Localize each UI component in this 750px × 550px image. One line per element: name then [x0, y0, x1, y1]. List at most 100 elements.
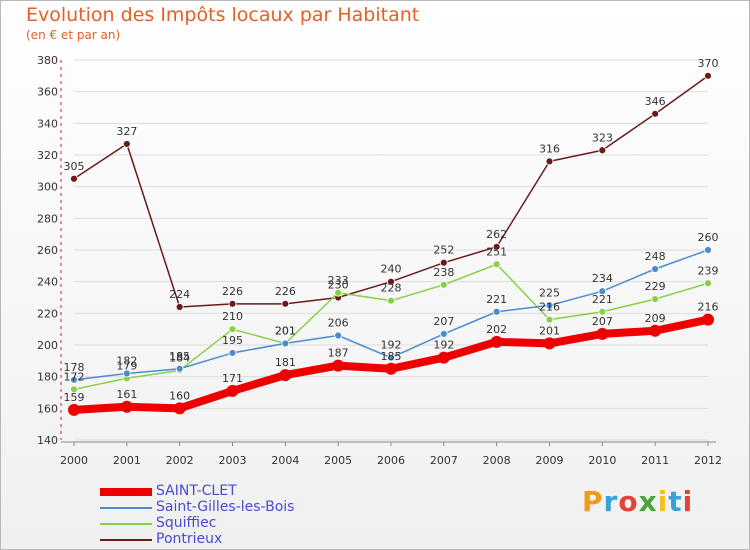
value-label-saint-clet: 187 [328, 347, 349, 360]
value-label-saint-clet: 160 [169, 389, 190, 402]
value-label-pontrieux: 230 [328, 279, 349, 292]
data-point-saint-clet [332, 359, 345, 372]
data-point-pontrieux [704, 71, 712, 80]
value-label-saint-gilles-les-bois: 182 [116, 355, 137, 368]
data-point-pontrieux [545, 157, 554, 166]
legend-swatch [100, 488, 152, 496]
x-tick-label: 2001 [113, 454, 141, 467]
value-label-saint-clet: 209 [645, 312, 666, 325]
y-tick-label: 320 [37, 149, 58, 162]
data-point-pontrieux [439, 258, 448, 267]
data-point-saint-gilles-les-bois [545, 301, 554, 310]
data-point-saint-gilles-les-bois [492, 307, 501, 316]
y-tick-label: 180 [37, 371, 58, 384]
data-point-squiffiec [651, 295, 660, 303]
y-tick-label: 340 [37, 117, 58, 130]
y-tick-label: 280 [37, 212, 58, 225]
value-label-squiffiec: 210 [222, 310, 243, 323]
data-point-saint-clet [596, 327, 609, 340]
label-layer: 305 327 224 226 226 230 240 252 262 316 323 346 370 1… [64, 57, 719, 404]
legend-label: Squiffiec [156, 515, 217, 531]
data-point-saint-gilles-les-bois [704, 246, 712, 254]
data-point-pontrieux [492, 242, 501, 251]
value-label-squiffiec: 201 [275, 324, 296, 337]
x-tick-label: 2002 [166, 454, 194, 467]
data-point-saint-gilles-les-bois [228, 349, 237, 357]
value-label-pontrieux: 226 [275, 285, 296, 298]
legend-label: Pontrieux [156, 531, 223, 547]
legend-swatch [100, 507, 152, 509]
data-point-saint-gilles-les-bois [334, 331, 343, 340]
data-point-saint-clet [437, 351, 450, 364]
data-point-saint-clet [173, 402, 186, 415]
y-tick-label: 240 [37, 276, 58, 289]
data-point-squiffiec [439, 280, 448, 289]
x-tick-label: 2010 [588, 454, 616, 467]
data-point-squiffiec [545, 315, 554, 324]
value-label-squiffiec: 221 [592, 293, 613, 306]
y-tick-label: 380 [37, 54, 58, 67]
value-label-pontrieux: 370 [698, 57, 719, 70]
data-point-squiffiec [704, 279, 712, 288]
logo-letter: x [638, 485, 658, 518]
value-label-pontrieux: 240 [381, 263, 402, 276]
value-label-saint-clet: 161 [116, 388, 137, 401]
value-label-saint-gilles-les-bois: 260 [698, 231, 719, 244]
value-label-saint-clet: 202 [486, 323, 507, 336]
x-tick-label: 2009 [536, 454, 564, 467]
y-tick-label: 300 [37, 181, 58, 194]
y-tick-label: 360 [37, 86, 58, 99]
value-label-pontrieux: 316 [539, 142, 560, 155]
value-label-saint-gilles-les-bois: 178 [64, 361, 85, 374]
value-label-saint-clet: 159 [64, 391, 85, 404]
data-point-squiffiec [70, 385, 78, 394]
x-tick-label: 2000 [60, 454, 88, 467]
data-point-saint-clet [226, 384, 239, 397]
y-tick-label: 200 [37, 339, 58, 352]
logo-letter: i [682, 485, 694, 518]
data-point-saint-gilles-les-bois [598, 287, 607, 296]
logo-letter: t [668, 485, 683, 518]
data-point-saint-gilles-les-bois [651, 265, 660, 273]
value-label-pontrieux: 224 [169, 288, 190, 301]
value-label-saint-clet: 171 [222, 372, 243, 385]
x-tick-label: 2007 [430, 454, 458, 467]
legend-label: Saint-Gilles-les-Bois [156, 499, 295, 515]
value-label-saint-gilles-les-bois: 192 [381, 339, 402, 352]
x-tick-label: 2012 [694, 454, 722, 467]
y-tick-label: 220 [37, 307, 58, 320]
value-label-squiffiec: 172 [64, 370, 85, 383]
legend-label: SAINT-CLET [156, 483, 237, 499]
data-point-squiffiec [492, 260, 501, 269]
data-point-saint-gilles-les-bois [122, 369, 131, 378]
data-point-squiffiec [334, 288, 343, 297]
x-tick-label: 2006 [377, 454, 405, 467]
value-label-saint-clet: 192 [433, 339, 454, 352]
y-tick-label: 160 [37, 402, 58, 415]
value-label-pontrieux: 327 [116, 125, 137, 138]
data-point-saint-clet [120, 400, 133, 413]
x-tick-label: 2003 [219, 454, 247, 467]
data-point-pontrieux [387, 277, 395, 286]
data-point-pontrieux [70, 174, 78, 183]
x-tick-label: 2004 [271, 454, 299, 467]
x-tick-label: 2008 [483, 454, 511, 467]
y-tick-label: 260 [37, 244, 58, 257]
value-label-saint-gilles-les-bois: 207 [433, 315, 454, 328]
value-label-squiffiec: 179 [116, 359, 137, 372]
grid-layer [74, 59, 708, 441]
value-label-saint-clet: 207 [592, 315, 613, 328]
data-point-squiffiec [387, 296, 395, 305]
logo-letter: r [603, 485, 619, 518]
value-label-saint-clet: 181 [275, 356, 296, 369]
x-tick-label: 2005 [324, 454, 352, 467]
value-label-squiffiec: 229 [645, 280, 666, 293]
chart-subtitle: (en € et par an) [26, 28, 121, 42]
value-label-squiffiec: 239 [698, 264, 719, 277]
data-point-saint-clet [490, 335, 503, 348]
logo-letter: i [657, 485, 669, 518]
value-label-squiffiec: 233 [328, 274, 349, 287]
value-label-saint-gilles-les-bois: 185 [169, 350, 190, 363]
data-point-saint-gilles-les-bois [439, 330, 448, 338]
data-point-saint-clet [649, 324, 662, 337]
